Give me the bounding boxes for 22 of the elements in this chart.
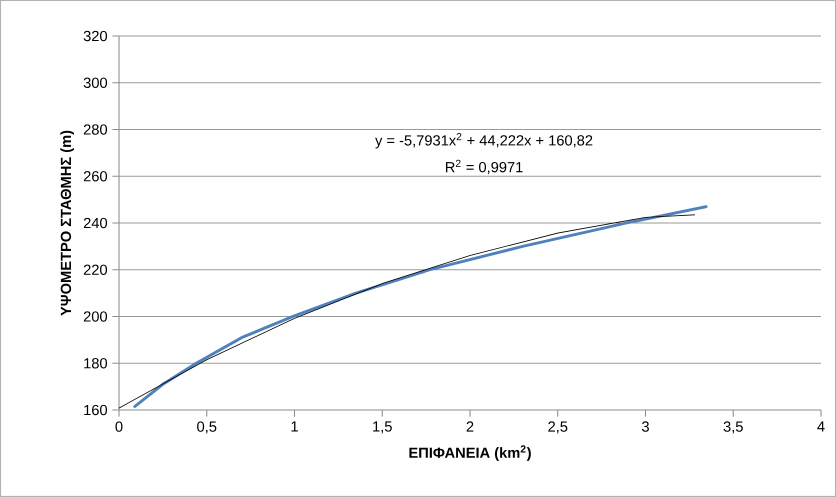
y-tick-label: 240 (84, 218, 108, 228)
x-tick-label: 2,5 (548, 421, 568, 434)
y-axis-title: ΥΨΟΜΕΤΡΟ ΣΤΑΘΜΗΣ (m) (60, 130, 74, 316)
y-tick-label: 200 (84, 311, 108, 322)
x-tick-label: 3,5 (724, 421, 743, 434)
x-tick-label: 4 (817, 421, 825, 432)
x-tick-label: 1 (292, 421, 298, 432)
y-tick-label: 320 (84, 30, 108, 42)
y-tick-label: 180 (84, 358, 108, 368)
x-tick-label: 1,5 (373, 421, 392, 434)
y-tick-label: 260 (84, 171, 108, 182)
x-tick-label: 0,5 (197, 421, 216, 434)
y-tick-label: 160 (84, 404, 108, 416)
annotation: y = -5,7931x$^{2}$ + 44,222x + 160,82 (375, 132, 592, 148)
y-tick-label: 280 (84, 124, 108, 135)
x-axis-title: ΕΠΙΦΑΝΕΙΑ (km$^{2}$) (409, 445, 531, 461)
x-tick-label: 3 (642, 421, 649, 432)
y-tick-label: 220 (84, 264, 108, 275)
y-tick-label: 300 (84, 78, 108, 88)
x-tick-label: 0 (115, 421, 122, 432)
annotation: R$^{2}$ = 0,9971 (446, 160, 523, 174)
x-tick-label: 2 (466, 421, 474, 432)
